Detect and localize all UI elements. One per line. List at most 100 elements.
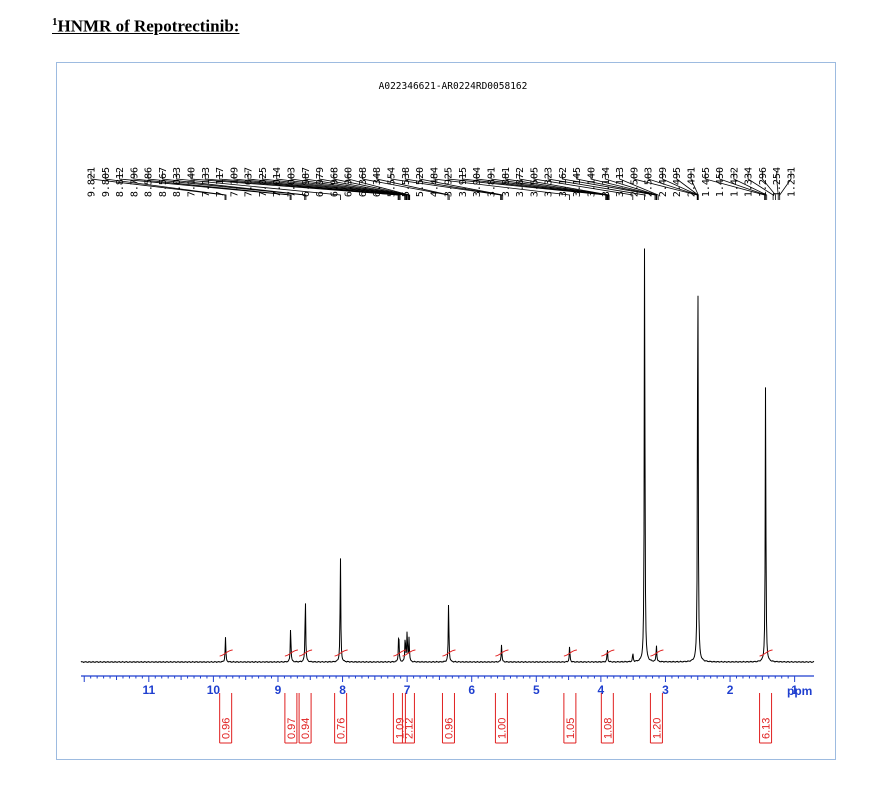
integral-value: 1.08 (602, 718, 614, 739)
integral-value: 0.94 (300, 718, 312, 739)
integral-curve (759, 649, 773, 657)
peak-leader-line (404, 171, 502, 200)
peak-label: 2.495 (672, 167, 683, 197)
integral-curve (563, 649, 577, 657)
integral-bracket (334, 693, 348, 744)
peak-label: 6.979 (315, 167, 326, 197)
integral-bracket (401, 693, 415, 744)
peak-label: 7.117 (215, 167, 226, 197)
peak-leader-line (604, 171, 658, 200)
integral-curve (334, 649, 348, 657)
peak-label: 7.025 (258, 167, 269, 197)
peak-label: 7.014 (272, 167, 283, 197)
integral-bracket (284, 693, 298, 744)
peak-leader-line (776, 171, 779, 200)
integral-value: 0.96 (443, 718, 455, 739)
peak-label: 6.987 (301, 167, 312, 197)
integral-curve (495, 649, 509, 657)
peak-label: 7.140 (187, 167, 198, 197)
integral-value: 1.00 (496, 718, 508, 739)
peak-label: 7.037 (244, 167, 255, 197)
peak-label: 3.145 (572, 167, 583, 197)
integral-value: 1.09 (394, 718, 406, 739)
integral-value: 6.13 (761, 718, 773, 739)
peak-label: 1.465 (701, 167, 712, 197)
integral-layer: 0.96 0.97 0.94 0.76 1.092.12 0.96 1.00 1.05 1.08… (219, 649, 773, 744)
integral-curve (650, 649, 664, 657)
peak-label: 3.881 (501, 167, 512, 197)
peak-leader-line (490, 171, 609, 200)
x-tick-label: 11 (142, 683, 155, 697)
peak-leader-line (204, 171, 399, 200)
spectrum-trace (80, 248, 815, 664)
peak-leader-line (119, 171, 291, 200)
peak-leader-line (719, 171, 766, 200)
peak-label: 2.499 (658, 167, 669, 197)
peak-leader-line (619, 171, 659, 200)
integral-bracket (219, 693, 233, 744)
peak-leader-line (690, 171, 699, 200)
peak-leader-line (176, 171, 341, 200)
nmr-spectrum-chart: A022346621-AR0224RD0058162 9.821 9.805 8.8… (80, 81, 815, 744)
peak-label: 1.450 (715, 167, 726, 197)
peak-label: 5.554 (387, 167, 398, 197)
sample-id-title: A022346621-AR0224RD0058162 (379, 81, 528, 92)
peak-label: 3.113 (615, 167, 626, 197)
peak-label: 9.821 (87, 167, 98, 197)
peak-label: 3.323 (544, 167, 555, 197)
peak-label: 6.348 (372, 167, 383, 197)
peak-label: 6.368 (358, 167, 369, 197)
x-tick-label: 9 (275, 683, 282, 697)
peak-label: 8.812 (115, 167, 126, 197)
peak-label: 3.915 (458, 167, 469, 197)
peak-leader-line (290, 171, 408, 200)
x-tick-label: 1 (791, 683, 798, 697)
peak-leader-line (262, 171, 406, 200)
peak-leader-line (276, 171, 407, 200)
peak-leader-line (347, 171, 411, 200)
peak-label: 6.968 (329, 167, 340, 197)
peak-label: 2.509 (629, 167, 640, 197)
integral-bracket (298, 693, 312, 744)
integral-value: 1.05 (565, 718, 577, 739)
peak-leader-line (519, 171, 610, 200)
x-tick-label: 3 (662, 683, 669, 697)
x-tick-label: 7 (404, 683, 411, 697)
peak-leader-line (704, 171, 765, 200)
integral-bracket (649, 693, 663, 744)
peak-leader-line (319, 171, 409, 200)
peak-label-layer: 9.821 9.805 8.812 8.796 8.586 8.567 8.033 7.140… (87, 167, 798, 200)
peak-leader-line (376, 171, 450, 200)
peak-label: 2.503 (644, 167, 655, 197)
x-tick-label: 8 (339, 683, 346, 697)
peak-leader-line (733, 171, 768, 200)
peak-leader-line (447, 171, 607, 200)
peak-leader-line (147, 171, 306, 200)
integral-bracket (600, 693, 614, 744)
peak-leader-line (90, 171, 226, 200)
peak-leader-line (133, 171, 292, 200)
peak-leader-line (247, 171, 406, 200)
peak-label: 5.520 (415, 167, 426, 197)
peak-leader-line (433, 171, 570, 200)
peak-label: 3.134 (601, 167, 612, 197)
peak-label: 3.925 (444, 167, 455, 197)
peak-leader-line (504, 171, 609, 200)
integral-curve (393, 649, 407, 657)
peak-label: 1.296 (758, 167, 769, 197)
integral-value: 0.96 (221, 718, 233, 739)
peak-label: 3.505 (529, 167, 540, 197)
peak-label: 5.538 (401, 167, 412, 197)
x-tick-label: 4 (598, 683, 605, 697)
x-tick-label: 5 (533, 683, 540, 697)
peak-label: 1.254 (772, 167, 783, 197)
spectrum-layer (80, 248, 815, 664)
integral-bracket (441, 693, 455, 744)
integral-value: 0.97 (286, 718, 298, 739)
peak-label: 1.334 (744, 167, 755, 197)
peak-leader-line (304, 171, 409, 200)
peak-leader-line (762, 171, 776, 200)
x-tick-label: 2 (727, 683, 734, 697)
integral-curve (219, 649, 233, 657)
peak-leader-line (419, 171, 504, 200)
